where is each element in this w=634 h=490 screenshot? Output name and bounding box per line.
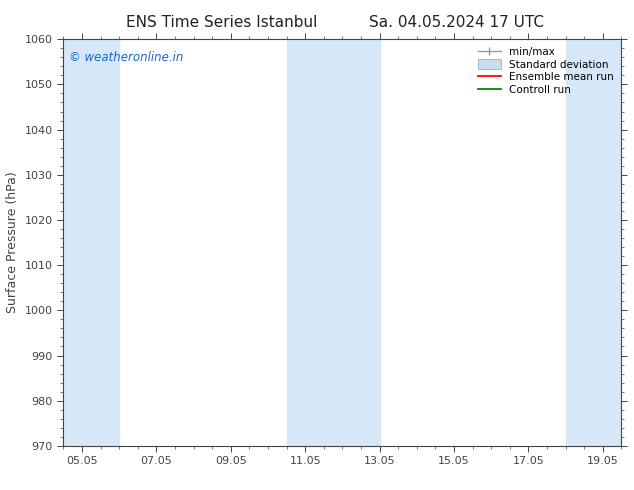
Bar bbox=[287, 39, 324, 446]
Bar bbox=[324, 39, 380, 446]
Y-axis label: Surface Pressure (hPa): Surface Pressure (hPa) bbox=[6, 172, 19, 314]
Bar bbox=[603, 39, 621, 446]
Text: © weatheronline.in: © weatheronline.in bbox=[69, 51, 183, 64]
Bar bbox=[63, 39, 82, 446]
Text: ENS Time Series Istanbul: ENS Time Series Istanbul bbox=[126, 15, 318, 30]
Bar bbox=[566, 39, 603, 446]
Bar bbox=[82, 39, 119, 446]
Legend: min/max, Standard deviation, Ensemble mean run, Controll run: min/max, Standard deviation, Ensemble me… bbox=[476, 45, 616, 98]
Text: Sa. 04.05.2024 17 UTC: Sa. 04.05.2024 17 UTC bbox=[369, 15, 544, 30]
